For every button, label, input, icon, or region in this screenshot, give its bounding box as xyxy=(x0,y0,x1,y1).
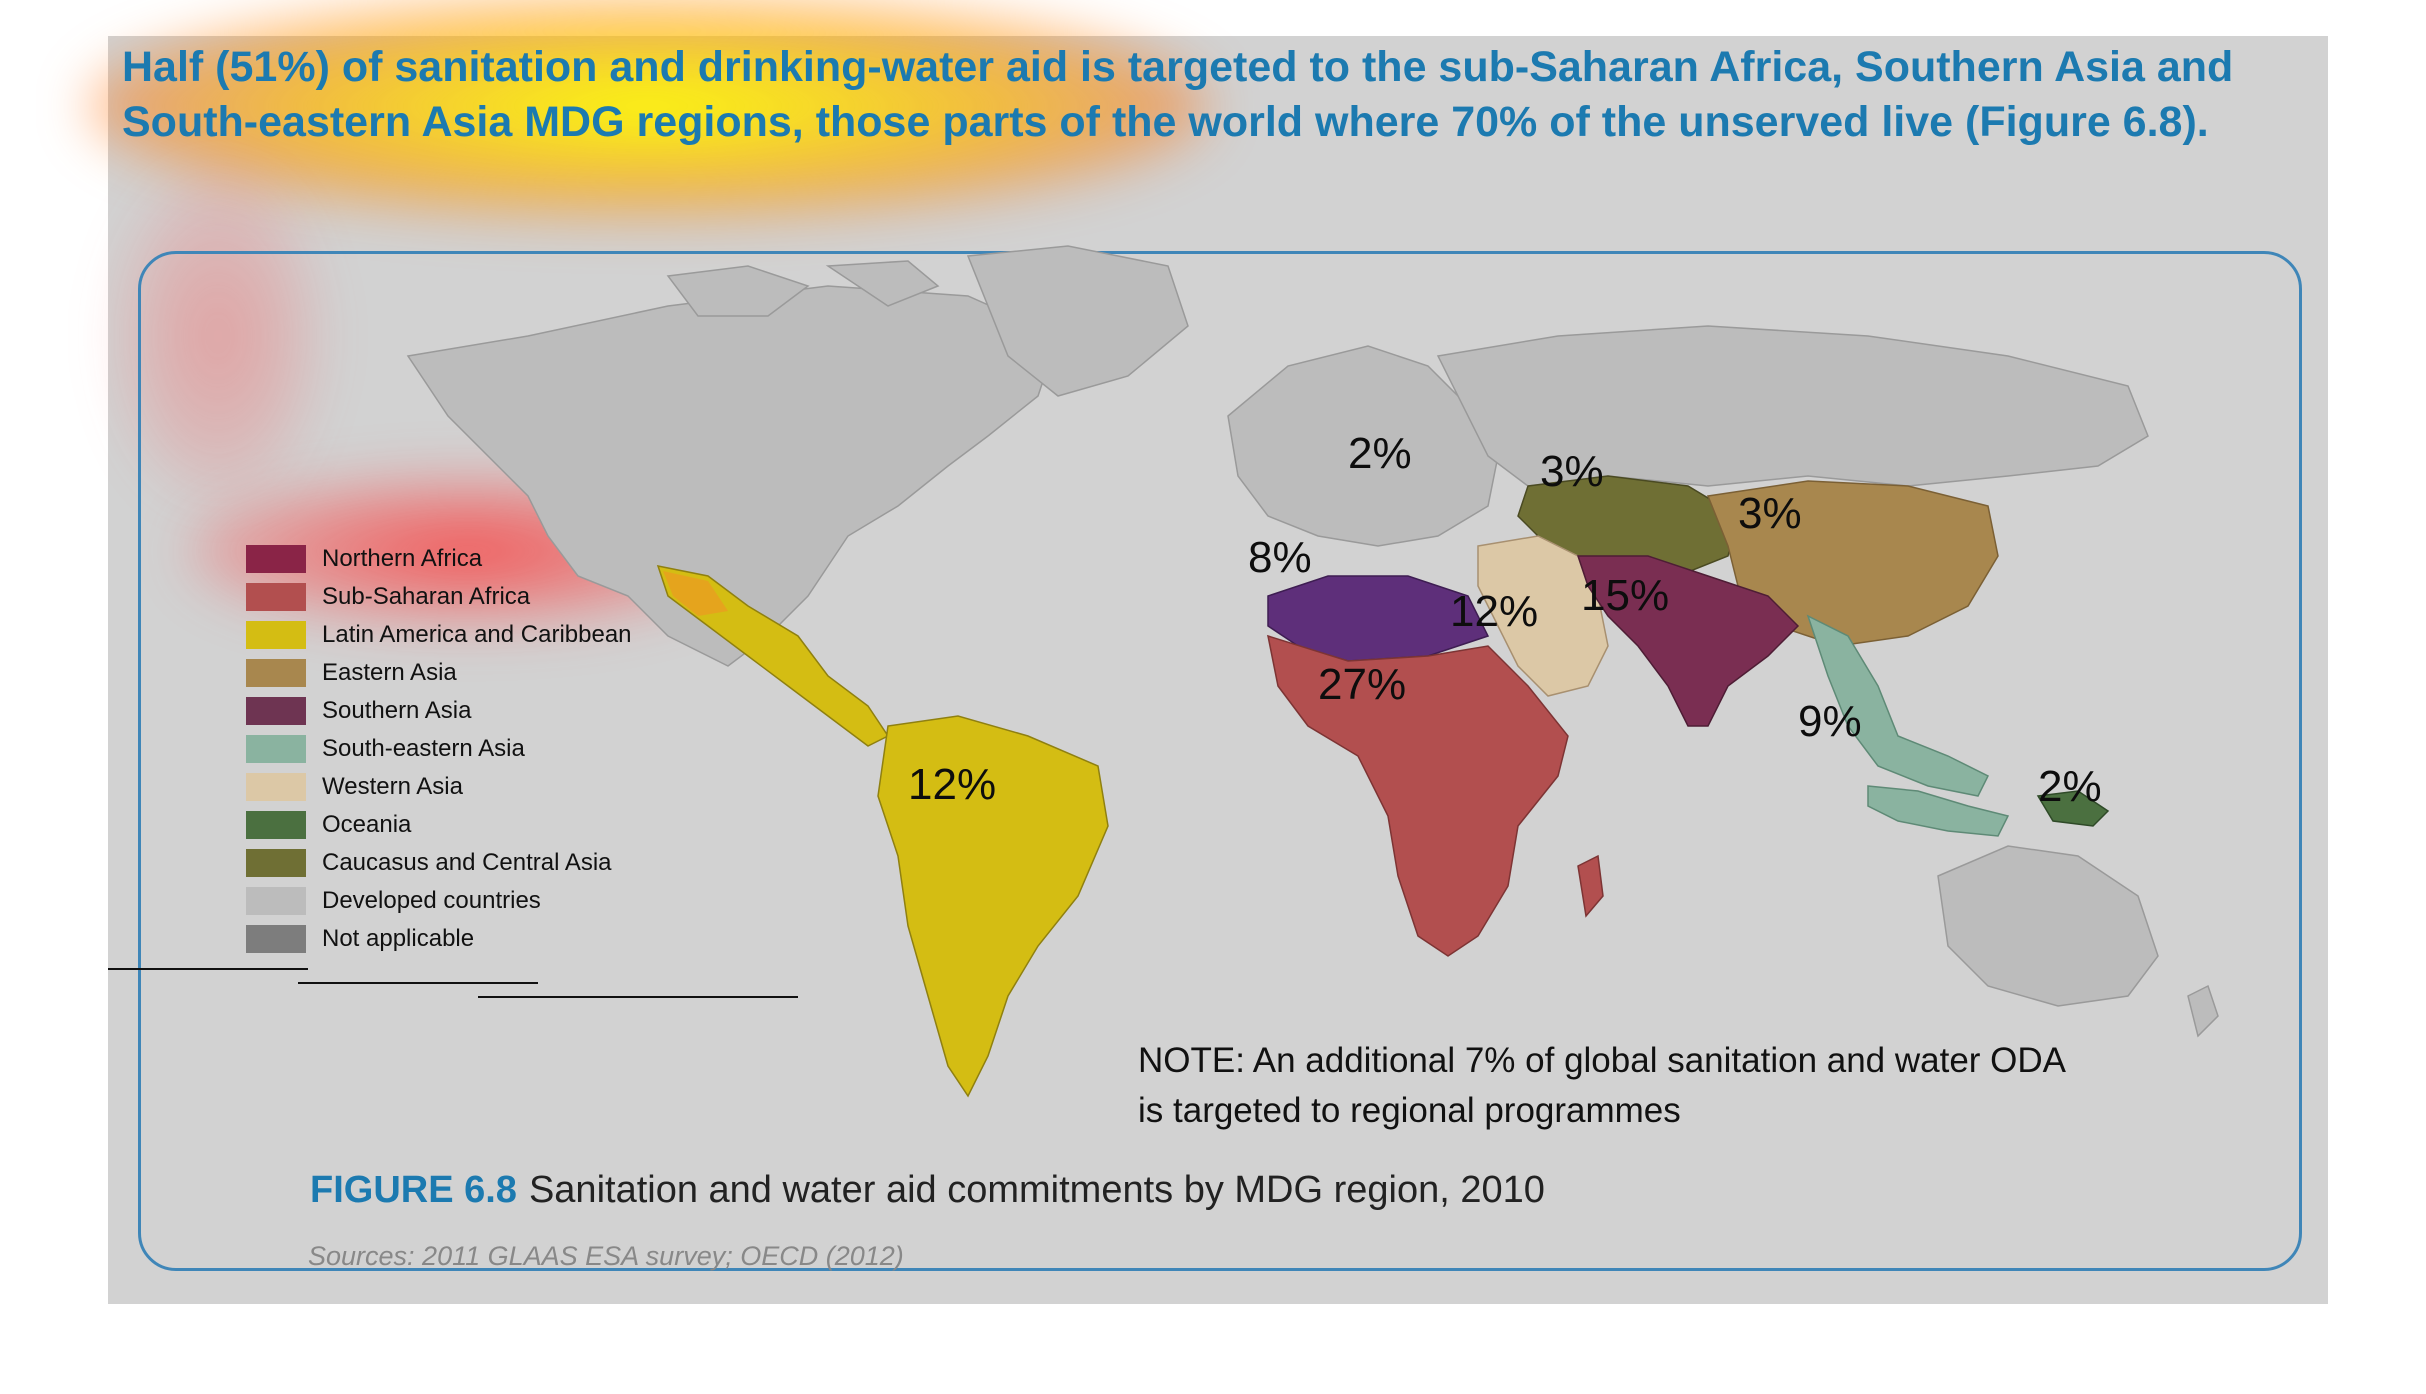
legend-label: Not applicable xyxy=(322,925,475,952)
label-southern-asia: 15% xyxy=(1581,571,1669,620)
legend-label: Latin America and Caribbean xyxy=(322,621,632,648)
figure-panel xyxy=(138,251,2302,1271)
madagascar-island xyxy=(1577,854,1604,918)
stray-line xyxy=(108,968,308,970)
map-legend: Northern Africa Sub-Saharan Africa Latin A… xyxy=(246,540,632,958)
legend-item: Sub-Saharan Africa xyxy=(246,578,632,616)
legend-swatch xyxy=(246,887,306,915)
label-latin-america: 12% xyxy=(908,760,996,809)
map-note: NOTE: An additional 7% of global sanitat… xyxy=(1138,1036,2238,1136)
legend-label: Caucasus and Central Asia xyxy=(322,849,612,876)
label-western-asia: 12% xyxy=(1450,587,1538,636)
slide: Half (51%) of sanitation and drinking-wa… xyxy=(88,0,2328,1304)
western-asia-region xyxy=(1477,535,1609,697)
label-oceania: 2% xyxy=(2038,762,2102,811)
legend-swatch xyxy=(246,659,306,687)
legend-item: Developed countries xyxy=(246,882,632,920)
legend-label: Eastern Asia xyxy=(322,659,457,686)
figure-number: FIGURE 6.8 xyxy=(310,1169,517,1211)
south-america-region xyxy=(877,715,1109,1098)
legend-label: Sub-Saharan Africa xyxy=(322,583,531,610)
new-zealand-landmass xyxy=(2187,984,2219,1038)
world-map: 2% 3% 3% 8% 12% 15% 27% 12% 9% 2% xyxy=(406,245,2219,1098)
legend-swatch xyxy=(246,583,306,611)
legend-item: Caucasus and Central Asia xyxy=(246,844,632,882)
note-line-2: is targeted to regional programmes xyxy=(1138,1091,1681,1130)
legend-item: Southern Asia xyxy=(246,692,632,730)
legend-swatch xyxy=(246,621,306,649)
legend-swatch xyxy=(246,849,306,877)
central-asia-region xyxy=(1517,475,1739,577)
headline: Half (51%) of sanitation and drinking-wa… xyxy=(122,43,2234,146)
southern-asia-region xyxy=(1576,555,1800,727)
northern-africa-region xyxy=(1267,575,1490,662)
legend-swatch xyxy=(246,735,306,763)
legend-label: Developed countries xyxy=(322,887,541,914)
label-sub-saharan-africa: 27% xyxy=(1318,660,1406,709)
legend-item: South-eastern Asia xyxy=(246,730,632,768)
stray-line xyxy=(298,982,538,984)
legend-label: Oceania xyxy=(322,811,412,838)
mexico-orange xyxy=(663,571,728,616)
oceania-region xyxy=(2036,790,2110,827)
legend-item: Latin America and Caribbean xyxy=(246,616,632,654)
legend-swatch xyxy=(246,545,306,573)
legend-swatch xyxy=(246,925,306,953)
legend-item: Oceania xyxy=(246,806,632,844)
label-south-eastern-asia: 9% xyxy=(1798,697,1862,746)
greenland-landmass xyxy=(966,245,1189,397)
legend-label: South-eastern Asia xyxy=(322,735,525,762)
legend-label: Northern Africa xyxy=(322,545,483,572)
legend-label: Western Asia xyxy=(322,773,463,800)
label-eastern-asia: 3% xyxy=(1738,489,1802,538)
label-caucasus-central-asia: 3% xyxy=(1540,447,1604,496)
stray-line xyxy=(478,996,798,998)
figure-title: Sanitation and water aid commitments by … xyxy=(528,1169,1545,1211)
legend-swatch xyxy=(246,811,306,839)
indonesia-islands xyxy=(1867,785,2010,837)
figure-caption: FIGURE 6.8 Sanitation and water aid commi… xyxy=(310,1169,1545,1212)
legend-label: Southern Asia xyxy=(322,697,472,724)
label-developed-europe: 2% xyxy=(1348,429,1412,478)
south-eastern-asia-region xyxy=(1806,614,1990,797)
sources-line: Sources: 2011 GLAAS ESA survey; OECD (20… xyxy=(308,1241,904,1271)
legend-item: Eastern Asia xyxy=(246,654,632,692)
legend-swatch xyxy=(246,697,306,725)
arctic-islands xyxy=(666,260,940,317)
europe-landmass xyxy=(1227,345,1499,547)
eastern-asia-region xyxy=(1706,480,1999,647)
label-northern-africa: 8% xyxy=(1248,533,1312,582)
legend-item: Northern Africa xyxy=(246,540,632,578)
legend-item: Not applicable xyxy=(246,920,632,958)
legend-swatch xyxy=(246,773,306,801)
sub-saharan-africa-region xyxy=(1267,634,1569,957)
note-line-1: NOTE: An additional 7% of global sanitat… xyxy=(1138,1041,2067,1080)
australia-landmass xyxy=(1937,845,2159,1007)
legend-item: Western Asia xyxy=(246,768,632,806)
